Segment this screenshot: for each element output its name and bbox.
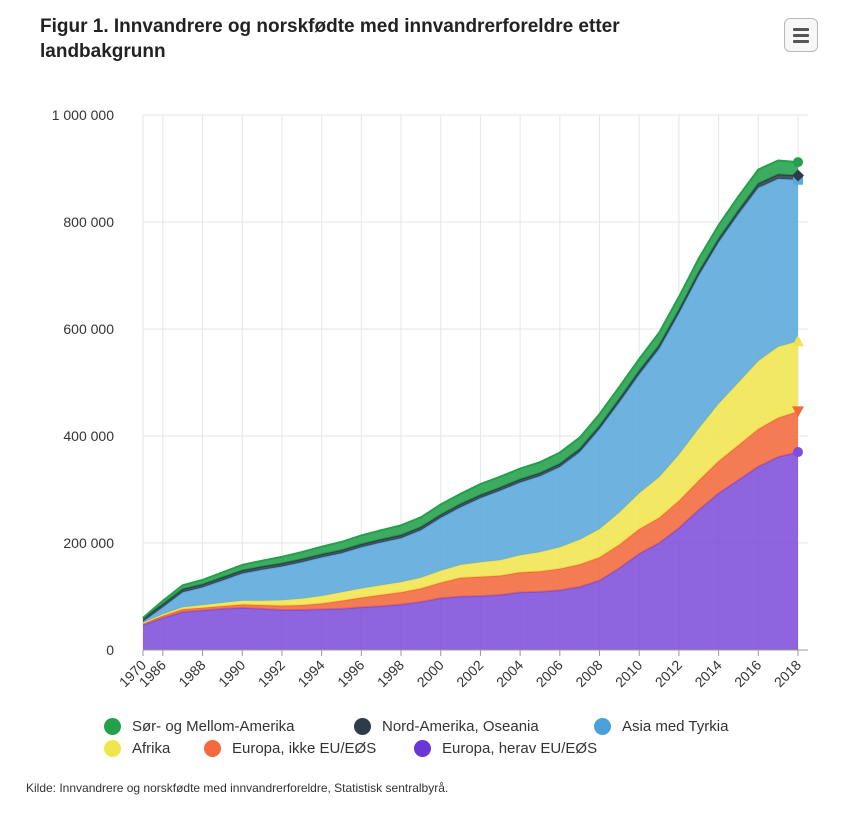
legend-marker	[104, 740, 121, 757]
end-marker	[792, 406, 804, 418]
y-tick-label: 600 000	[63, 321, 114, 337]
legend-marker	[594, 718, 611, 735]
legend-marker	[204, 740, 221, 757]
legend-label: Afrika	[132, 740, 171, 757]
x-tick-label: 1994	[294, 657, 327, 690]
x-tick-label: 1992	[255, 657, 288, 690]
end-marker	[793, 447, 803, 458]
x-tick-label: 1988	[175, 657, 208, 690]
end-marker	[793, 157, 803, 168]
legend-row-1: Sør- og Mellom-Amerika Nord-Amerika, Ose…	[0, 718, 854, 740]
legend-marker	[414, 740, 431, 757]
x-tick-label: 2004	[493, 657, 526, 690]
end-marker	[792, 169, 804, 182]
source-note: Kilde: Innvandrere og norskfødte med inn…	[26, 781, 449, 795]
legend-row-2: Afrika Europa, ikke EU/EØS Europa, herav…	[0, 740, 854, 762]
legend-label: Europa, herav EU/EØS	[442, 740, 598, 757]
legend-item-afrika[interactable]: Afrika	[104, 740, 170, 757]
hamburger-menu-icon[interactable]	[784, 18, 818, 52]
x-tick-label: 2012	[652, 657, 685, 690]
legend-marker	[354, 718, 371, 735]
x-tick-label: 1996	[334, 657, 367, 690]
y-tick-label: 0	[106, 642, 114, 658]
legend: Sør- og Mellom-Amerika Nord-Amerika, Ose…	[0, 718, 854, 762]
legend-item-sor-mellom-amerika[interactable]: Sør- og Mellom-Amerika	[104, 718, 295, 735]
legend-label: Europa, ikke EU/EØS	[232, 740, 377, 757]
legend-item-nord-amerika-oseania[interactable]: Nord-Amerika, Oseania	[354, 718, 539, 735]
area-1	[143, 411, 798, 625]
x-tick-label: 2006	[533, 657, 566, 690]
legend-item-europa-ikke-eu-eos[interactable]: Europa, ikke EU/EØS	[204, 740, 376, 757]
legend-label: Nord-Amerika, Oseania	[382, 718, 539, 735]
x-tick-label: 1990	[215, 657, 248, 690]
x-tick-label: 2000	[414, 657, 447, 690]
series-line-5	[142, 159, 799, 619]
legend-item-asia-med-tyrkia[interactable]: Asia med Tyrkia	[594, 718, 728, 735]
y-tick-label: 400 000	[63, 428, 114, 444]
legend-marker	[104, 718, 121, 735]
legend-label: Asia med Tyrkia	[622, 718, 729, 735]
x-tick-label: 2010	[612, 657, 645, 690]
x-tick-label: 1998	[374, 657, 407, 690]
legend-item-europa-herav-eu-eos[interactable]: Europa, herav EU/EØS	[414, 740, 597, 757]
y-tick-label: 1 000 000	[52, 107, 114, 123]
x-tick-label: 2016	[731, 657, 764, 690]
chart-title: Figur 1. Innvandrere og norskfødte med i…	[40, 16, 620, 62]
x-tick-label: 2014	[691, 657, 724, 690]
area-0	[143, 452, 798, 650]
legend-label: Sør- og Mellom-Amerika	[132, 718, 295, 735]
x-tick-label: 2008	[572, 657, 605, 690]
x-tick-label: 2018	[771, 657, 804, 690]
area-2	[143, 341, 798, 624]
x-tick-label: 2002	[453, 657, 486, 690]
y-tick-label: 200 000	[63, 535, 114, 551]
chart-area: 0 200 000 400 000 600 000 800 000 1 000 000 19…	[52, 107, 808, 690]
y-tick-label: 800 000	[63, 214, 114, 230]
end-marker	[792, 335, 804, 347]
